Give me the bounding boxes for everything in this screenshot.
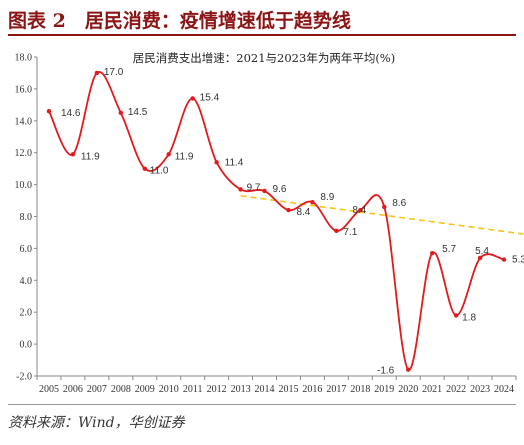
x-tick-label: 2005 bbox=[39, 384, 59, 395]
data-label: 17.0 bbox=[104, 67, 124, 78]
data-label: 11.9 bbox=[175, 151, 194, 162]
data-label: 11.9 bbox=[81, 151, 100, 162]
data-point bbox=[214, 160, 219, 165]
y-tick-label: 8.0 bbox=[20, 212, 33, 223]
x-tick-label: 2010 bbox=[159, 384, 179, 395]
y-tick-label: 6.0 bbox=[20, 244, 33, 255]
x-tick-label: 2015 bbox=[278, 384, 298, 395]
series-layer bbox=[46, 70, 507, 372]
data-point bbox=[286, 207, 291, 213]
data-label: 9.7 bbox=[247, 182, 261, 193]
x-tick-label: 2018 bbox=[350, 384, 370, 395]
data-point bbox=[142, 166, 147, 171]
data-label: 5.3 bbox=[512, 255, 524, 266]
chart-axes: -2.0 0.0 2.0 4.0 6.0 8.0 10.0 12.0 14.0 16.0 18.0 2… bbox=[15, 53, 517, 395]
x-tick-label: 2011 bbox=[183, 384, 203, 395]
data-label: 11.0 bbox=[150, 166, 169, 177]
data-point bbox=[358, 207, 363, 213]
x-tick-label: 2019 bbox=[374, 384, 394, 395]
data-point bbox=[262, 188, 267, 194]
data-label: 15.4 bbox=[200, 92, 220, 103]
x-tick-label: 2020 bbox=[398, 384, 418, 395]
line-chart: 居民消费支出增速：2021与2023年为两年平均(%) -2.0 0.0 2.0 4.… bbox=[15, 51, 524, 395]
data-point bbox=[406, 367, 411, 372]
x-tick-label: 2012 bbox=[207, 384, 227, 395]
data-point bbox=[238, 187, 243, 192]
x-tick-label: 2006 bbox=[63, 384, 83, 395]
x-tick-label: 2023 bbox=[470, 384, 490, 395]
footer-divider bbox=[8, 404, 516, 405]
data-point bbox=[70, 152, 76, 157]
data-point bbox=[334, 228, 339, 234]
figure-header: 图表 2 居民消费：疫情增速低于趋势线 bbox=[8, 4, 516, 36]
data-label: 1.8 bbox=[462, 312, 476, 323]
x-tick-label: 2007 bbox=[87, 384, 107, 395]
x-tick-label: 2017 bbox=[326, 384, 346, 395]
y-tick-label: 0.0 bbox=[20, 340, 33, 351]
data-point bbox=[429, 250, 435, 256]
chart-container: 居民消费支出增速：2021与2023年为两年平均(%) -2.0 0.0 2.0 4.… bbox=[0, 38, 524, 406]
source-note: 资料来源：Wind，华创证券 bbox=[8, 415, 185, 431]
data-label: -1.6 bbox=[377, 366, 395, 377]
series-line bbox=[48, 71, 505, 371]
data-label: 11.4 bbox=[225, 157, 244, 168]
data-label: 8.6 bbox=[392, 198, 406, 209]
data-point bbox=[310, 199, 315, 205]
x-tick-label: 2014 bbox=[255, 384, 275, 395]
y-tick-label: 10.0 bbox=[15, 180, 33, 191]
x-tick-label: 2024 bbox=[494, 384, 514, 395]
y-tick-label: 2.0 bbox=[20, 308, 33, 319]
data-label: 5.4 bbox=[475, 246, 489, 257]
data-point bbox=[501, 257, 507, 262]
data-point bbox=[94, 70, 100, 76]
chart-title: 居民消费支出增速：2021与2023年为两年平均(%) bbox=[133, 51, 395, 65]
x-tick-label: 2016 bbox=[302, 384, 322, 395]
data-label: 8.4 bbox=[352, 205, 366, 216]
y-tick-label: 16.0 bbox=[15, 84, 33, 95]
x-tick-label: 2021 bbox=[422, 384, 442, 395]
trendline-layer bbox=[240, 194, 524, 235]
trend-line bbox=[240, 194, 524, 235]
figure-title: 图表 2 居民消费：疫情增速低于趋势线 bbox=[8, 10, 351, 32]
data-label: 14.6 bbox=[61, 108, 81, 119]
data-point bbox=[190, 96, 195, 101]
data-label: 7.1 bbox=[343, 227, 357, 238]
data-point bbox=[477, 255, 483, 261]
y-tick-label: 12.0 bbox=[15, 148, 33, 159]
data-label: 14.5 bbox=[128, 107, 148, 118]
y-tick-label: 18.0 bbox=[15, 53, 33, 64]
y-tick-label: 14.0 bbox=[15, 116, 33, 127]
data-label: 8.9 bbox=[320, 192, 334, 203]
data-label: 8.4 bbox=[296, 207, 310, 218]
y-tick-label: 4.0 bbox=[20, 276, 33, 287]
y-tick-label: -2.0 bbox=[16, 372, 32, 383]
data-point bbox=[46, 109, 52, 114]
data-point bbox=[453, 313, 459, 318]
data-label: 9.6 bbox=[273, 184, 287, 195]
header-divider bbox=[8, 34, 516, 36]
x-tick-label: 2008 bbox=[111, 384, 131, 395]
x-tick-label: 2013 bbox=[231, 384, 251, 395]
x-tick-label: 2022 bbox=[446, 384, 466, 395]
data-label: 5.7 bbox=[442, 244, 456, 255]
x-tick-label: 2009 bbox=[135, 384, 155, 395]
data-point bbox=[118, 110, 124, 116]
data-label-layer: 14.6 11.9 17.0 14.5 11.0 11.9 15.4 11.4 9.7 9.6 8.… bbox=[61, 67, 524, 377]
data-point bbox=[382, 204, 387, 210]
data-point bbox=[166, 152, 171, 157]
